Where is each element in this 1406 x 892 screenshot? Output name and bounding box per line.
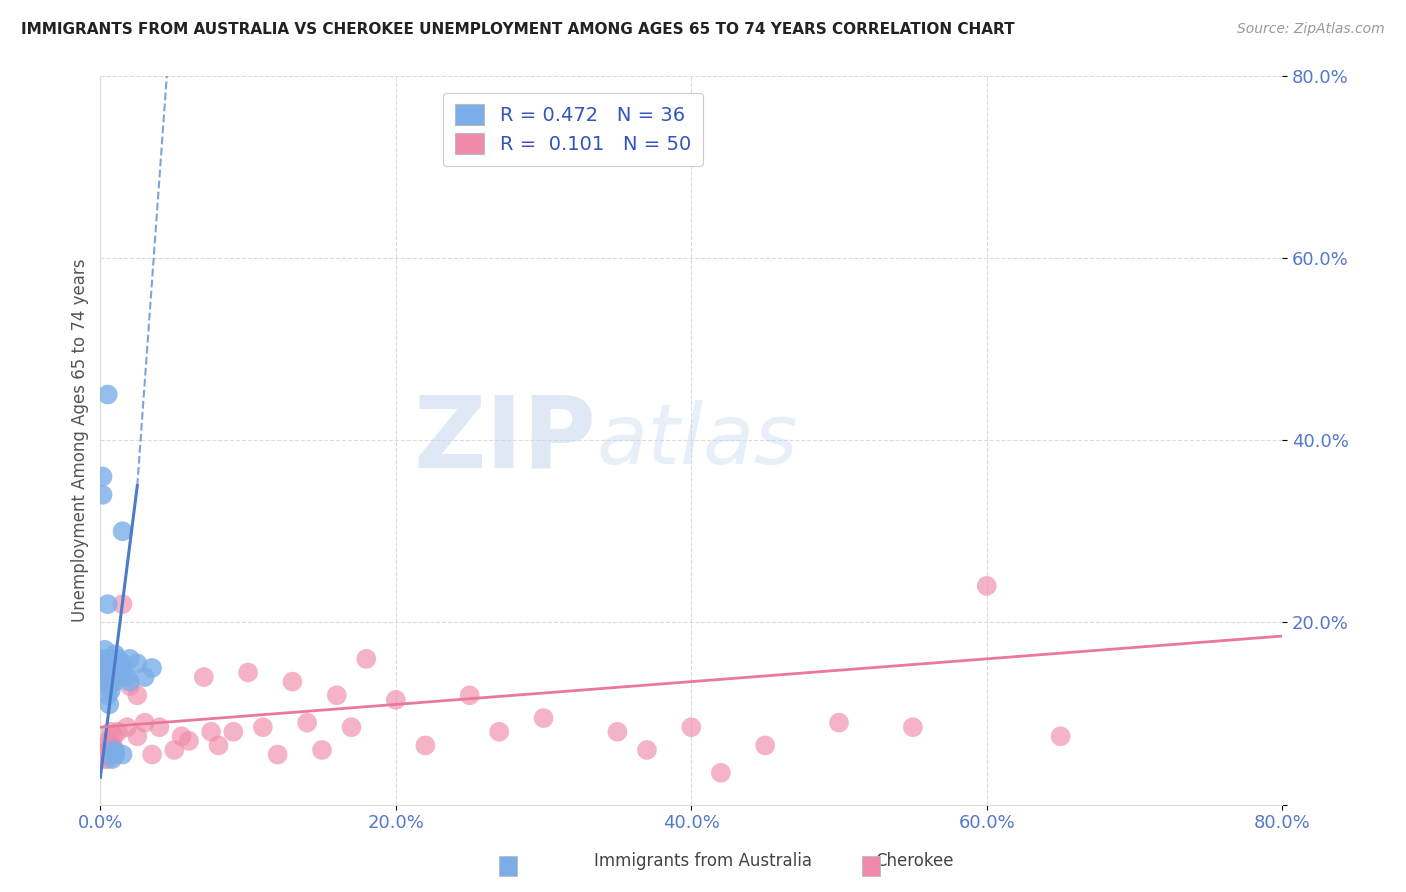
Point: [533, 711, 555, 725]
Point: [104, 747, 127, 762]
Point: [111, 665, 134, 680]
Point: [385, 693, 408, 707]
Point: [96, 739, 118, 753]
Point: [710, 765, 733, 780]
Point: [177, 734, 200, 748]
Point: [91, 469, 114, 483]
Point: [101, 652, 124, 666]
Point: [1049, 729, 1071, 743]
Point: [91, 488, 114, 502]
Point: [103, 670, 125, 684]
Point: [97, 387, 120, 401]
Point: [118, 652, 141, 666]
Point: [97, 688, 120, 702]
Point: [115, 670, 138, 684]
Point: [104, 747, 127, 762]
Text: IMMIGRANTS FROM AUSTRALIA VS CHEROKEE UNEMPLOYMENT AMONG AGES 65 TO 74 YEARS COR: IMMIGRANTS FROM AUSTRALIA VS CHEROKEE UN…: [21, 22, 1015, 37]
Point: [107, 652, 129, 666]
Point: [754, 739, 776, 753]
Point: [103, 743, 125, 757]
Point: [111, 524, 134, 539]
Point: [148, 720, 170, 734]
Point: [681, 720, 703, 734]
Point: [96, 657, 118, 671]
Point: [356, 652, 378, 666]
Point: [170, 729, 193, 743]
Point: [96, 665, 118, 680]
Point: [111, 597, 134, 611]
Point: [118, 674, 141, 689]
Point: [163, 743, 186, 757]
Point: [901, 720, 924, 734]
Point: [127, 688, 149, 702]
Point: [606, 724, 628, 739]
Point: [101, 752, 124, 766]
Point: [98, 679, 121, 693]
Point: [636, 743, 658, 757]
Text: Cherokee: Cherokee: [875, 852, 953, 870]
Point: [200, 724, 222, 739]
Point: [141, 747, 163, 762]
Point: [415, 739, 437, 753]
Point: [104, 670, 127, 684]
Point: [104, 657, 127, 671]
Point: [115, 720, 138, 734]
Point: [134, 670, 156, 684]
Point: [94, 661, 117, 675]
Point: [127, 729, 149, 743]
Point: [458, 688, 481, 702]
Point: [97, 597, 120, 611]
Point: [103, 729, 125, 743]
Point: [100, 724, 122, 739]
Point: [236, 665, 259, 680]
Point: [488, 724, 510, 739]
Point: [295, 715, 318, 730]
Text: atlas: atlas: [596, 400, 799, 481]
Point: [266, 747, 288, 762]
Point: [828, 715, 851, 730]
Point: [101, 665, 124, 680]
Point: [111, 747, 134, 762]
Point: [97, 674, 120, 689]
Point: [111, 657, 134, 671]
Point: [118, 679, 141, 693]
Text: Immigrants from Australia: Immigrants from Australia: [593, 852, 813, 870]
Point: [141, 661, 163, 675]
Point: [325, 688, 347, 702]
Point: [104, 648, 127, 662]
Point: [97, 752, 120, 766]
Point: [107, 661, 129, 675]
Point: [104, 743, 127, 757]
Point: [94, 642, 117, 657]
Point: [94, 752, 117, 766]
Point: [100, 683, 122, 698]
Point: [104, 674, 127, 689]
Point: [222, 724, 245, 739]
Point: [98, 743, 121, 757]
Point: [193, 670, 215, 684]
Point: [134, 715, 156, 730]
Point: [340, 720, 363, 734]
Text: Source: ZipAtlas.com: Source: ZipAtlas.com: [1237, 22, 1385, 37]
Point: [976, 579, 998, 593]
Point: [281, 674, 304, 689]
Point: [91, 747, 114, 762]
Point: [94, 652, 117, 666]
Y-axis label: Unemployment Among Ages 65 to 74 years: Unemployment Among Ages 65 to 74 years: [72, 259, 89, 622]
Point: [101, 739, 124, 753]
Point: [311, 743, 333, 757]
Text: ZIP: ZIP: [413, 392, 596, 489]
Legend: R = 0.472   N = 36, R =  0.101   N = 50: R = 0.472 N = 36, R = 0.101 N = 50: [443, 93, 703, 166]
Point: [127, 657, 149, 671]
Point: [252, 720, 274, 734]
Point: [207, 739, 229, 753]
Point: [107, 724, 129, 739]
Point: [98, 698, 121, 712]
Point: [97, 734, 120, 748]
